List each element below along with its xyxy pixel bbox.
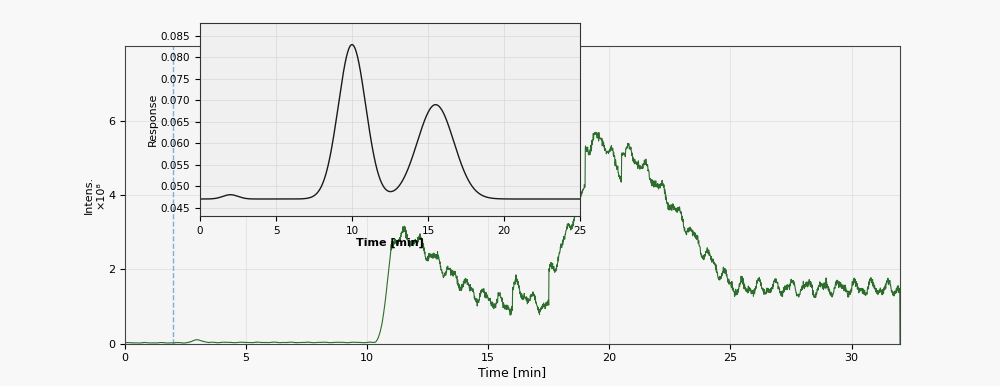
Y-axis label: Intens.
×10⁸: Intens. ×10⁸ bbox=[84, 176, 105, 214]
X-axis label: Time [min]: Time [min] bbox=[356, 237, 424, 247]
Y-axis label: Response: Response bbox=[148, 93, 158, 146]
X-axis label: Time [min]: Time [min] bbox=[478, 366, 547, 379]
